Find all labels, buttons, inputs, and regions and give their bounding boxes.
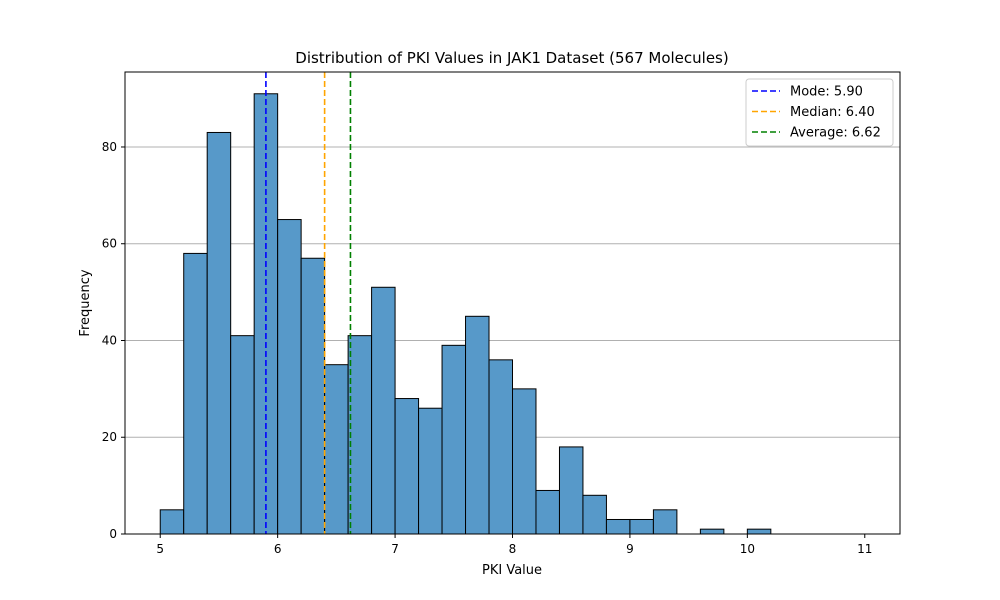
x-tick-label: 8 [509,542,517,556]
histogram-bar [582,494,607,535]
y-tick-label: 60 [102,237,117,251]
histogram-bar [699,528,725,535]
x-tick-label: 9 [626,542,634,556]
histogram-bar [159,509,185,535]
legend-label: Median: 6.40 [790,105,875,120]
y-axis-label: Frequency [78,269,93,336]
histogram-bar [371,286,396,535]
histogram-bar [535,489,560,535]
y-tick-label: 80 [102,140,117,154]
chart-title: Distribution of PKI Values in JAK1 Datas… [295,49,728,67]
y-tick-label: 0 [109,527,117,541]
legend-label: Average: 6.62 [790,126,881,141]
histogram-bar [652,509,678,535]
reference-lines [265,72,352,534]
histogram-bar [488,359,513,535]
histogram-bar [324,364,349,535]
x-tick-label: 11 [857,542,872,556]
x-tick-label: 5 [156,542,164,556]
x-tick-label: 7 [391,542,399,556]
histogram-bar [746,528,772,535]
x-axis-label: PKI Value [482,563,542,578]
y-tick-label: 20 [102,430,117,444]
y-axis-ticks: 0 20 40 60 80 [102,140,125,541]
histogram-bar [347,335,373,535]
histogram-bar [512,388,537,535]
legend-label: Mode: 5.90 [790,85,863,100]
histogram-bar [300,257,326,535]
histogram-bar [441,344,467,535]
histogram-bar [253,93,279,535]
histogram-bar [230,335,255,535]
legend-box [745,78,894,147]
histogram-bar [605,518,631,535]
y-tick-label: 40 [102,333,117,347]
histogram-bar [465,315,490,535]
histogram-bar [629,518,654,535]
histogram-bar [394,398,420,535]
histogram-bar [183,252,208,535]
histogram-bar [418,407,443,535]
histogram-bar [558,446,584,535]
x-tick-label: 6 [274,542,282,556]
legend: Mode: 5.90 Median: 6.40 Average: 6.62 [745,78,894,147]
x-tick-label: 10 [740,542,755,556]
x-axis-ticks: 5 6 7 8 9 10 11 [156,534,872,556]
histogram-bar [277,219,302,535]
histogram-bar [206,131,232,535]
histogram-bars [159,93,772,535]
